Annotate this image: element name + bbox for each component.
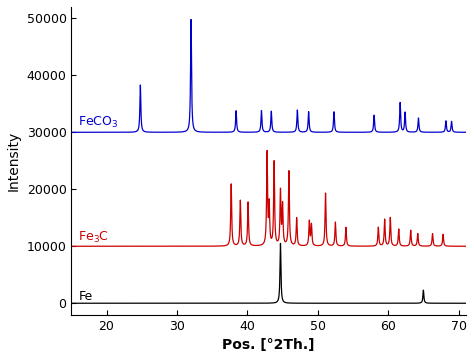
Text: Fe: Fe xyxy=(78,290,92,303)
Y-axis label: Intensity: Intensity xyxy=(7,131,21,191)
X-axis label: Pos. [°2Th.]: Pos. [°2Th.] xyxy=(222,338,315,352)
Text: FeCO$_3$: FeCO$_3$ xyxy=(78,115,119,130)
Text: Fe$_3$C: Fe$_3$C xyxy=(78,229,109,245)
